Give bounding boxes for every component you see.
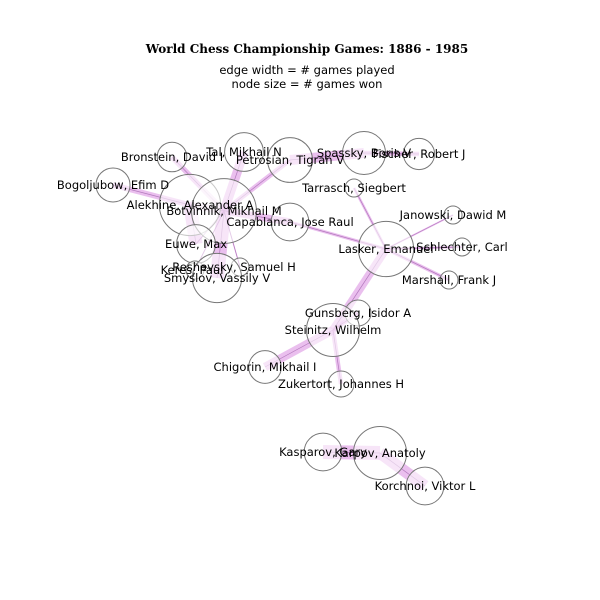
figure-subtitle-line-1: edge width = # games played — [219, 63, 394, 77]
node-chigorin — [248, 350, 282, 384]
node-label-smyslov: Smyslov, Vassily V — [164, 271, 271, 285]
node-kasparov — [303, 432, 343, 472]
figure-titles: World Chess Championship Games: 1886 - 1… — [145, 42, 468, 91]
node-label-lasker: Lasker, Emanuel — [338, 242, 433, 256]
node-marshall — [439, 270, 459, 290]
figure-title: World Chess Championship Games: 1886 - 1… — [145, 42, 468, 56]
node-label-petrosian: Petrosian, Tigran V — [236, 153, 344, 167]
node-label-fischer: Fischer, Robert J — [373, 147, 466, 161]
node-label-alekhine: Alekhine, Alexander A — [127, 198, 254, 212]
node-spassky — [342, 131, 386, 175]
node-label-reshevsky: Reshevsky, Samuel H — [172, 260, 295, 274]
node-label-steinitz: Steinitz, Wilhelm — [285, 323, 382, 337]
node-label-kasparov: Kasparov, Gary — [279, 445, 367, 459]
node-label-marshall: Marshall, Frank J — [402, 273, 496, 287]
node-label-karpov: Karpov, Anatoly — [334, 446, 426, 460]
node-label-janowski: Janowski, Dawid M — [399, 208, 507, 222]
node-tal — [224, 132, 264, 172]
node-capablanca — [270, 202, 310, 242]
node-label-tarrasch: Tarrasch, Siegbert — [301, 181, 406, 195]
node-label-euwe: Euwe, Max — [165, 237, 227, 251]
node-label-tal: Tal, Mikhail N — [205, 145, 281, 159]
node-bogoljubow — [95, 167, 131, 203]
node-label-bronstein: Bronstein, David I — [121, 150, 223, 164]
node-petrosian — [267, 137, 313, 183]
node-janowski — [443, 205, 463, 225]
node-label-korchnoi: Korchnoi, Viktor L — [375, 479, 476, 493]
node-label-zukertort: Zukertort, Johannes H — [278, 377, 404, 391]
node-bronstein — [156, 141, 188, 173]
node-label-bogoljubow: Bogoljubow, Efim D — [57, 178, 169, 192]
node-botvinnik — [191, 178, 257, 244]
node-label-keres: Keres, Paul — [161, 263, 224, 277]
node-korchnoi — [405, 466, 445, 506]
node-lasker — [357, 220, 415, 278]
node-tarrasch — [344, 178, 364, 198]
node-zukertort — [327, 370, 355, 398]
node-fischer — [402, 137, 436, 171]
node-smyslov — [191, 252, 243, 304]
node-schlechter — [452, 237, 472, 257]
node-label-gunsberg: Gunsberg, Isidor A — [305, 306, 411, 320]
nodes-layer — [95, 131, 472, 506]
figure-subtitle-line-2: node size = # games won — [232, 77, 383, 91]
node-label-schlechter: Schlechter, Carl — [416, 240, 507, 254]
node-karpov — [352, 425, 408, 481]
node-steinitz — [305, 302, 361, 358]
node-label-spassky: Spassky, Boris V — [317, 146, 411, 160]
node-label-chigorin: Chigorin, Mikhail I — [214, 360, 317, 374]
node-label-botvinnik: Botvinnik, Mikhail M — [166, 204, 281, 218]
node-label-capablanca: Capablanca, Jose Raul — [226, 215, 353, 229]
